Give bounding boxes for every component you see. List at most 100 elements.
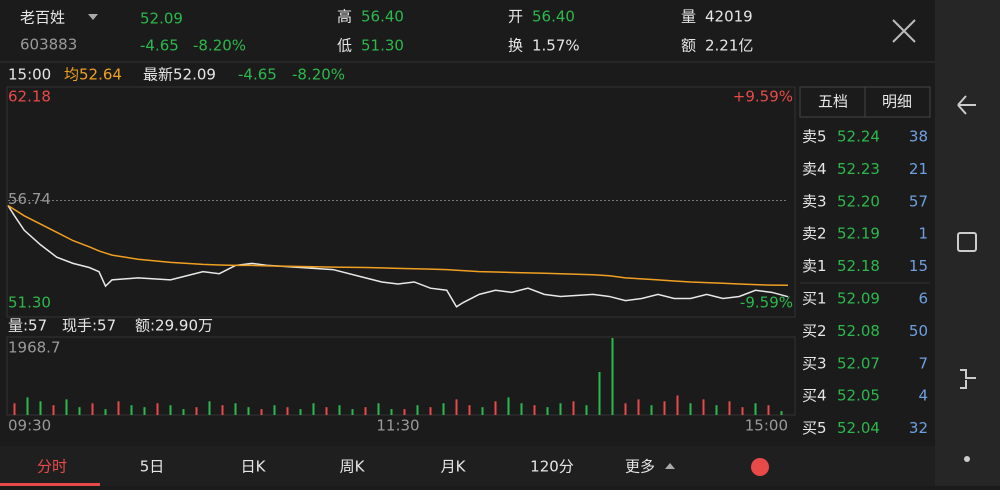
volume-bar xyxy=(481,407,484,415)
volume-bar xyxy=(299,409,302,415)
x-tick-label: 09:30 xyxy=(8,417,51,435)
volume-bar xyxy=(676,395,679,415)
back-button[interactable] xyxy=(957,95,976,115)
volume-bar xyxy=(728,401,731,415)
tab[interactable]: 月K xyxy=(441,458,467,476)
book-price: 52.24 xyxy=(837,128,880,146)
volume-bar xyxy=(286,407,289,415)
volume-bar xyxy=(403,409,406,415)
volume-bar xyxy=(169,405,172,415)
x-tick-label: 15:00 xyxy=(745,417,788,435)
volume-bar xyxy=(494,401,497,415)
book-qty: 38 xyxy=(909,128,928,146)
tab[interactable]: 分时 xyxy=(37,458,67,476)
volume-bar xyxy=(273,405,276,415)
volume-bar xyxy=(65,399,68,415)
volume-info: 现手:57 xyxy=(62,317,116,335)
tab[interactable]: 明细 xyxy=(882,93,912,111)
change-pct: -8.20% xyxy=(292,66,345,84)
tab[interactable]: 五档 xyxy=(818,93,848,111)
volume-bar xyxy=(39,401,42,415)
value: 1.57% xyxy=(532,37,580,55)
book-label: 买5 xyxy=(802,419,827,437)
nav-bar xyxy=(935,0,1000,486)
label: 换 xyxy=(508,37,523,55)
volume-info: 额:29.90万 xyxy=(135,317,213,335)
book-qty: 32 xyxy=(909,419,928,437)
tabs: 分时 5日 日K 周K 月K 120分 更多 xyxy=(0,458,655,486)
change-pct: -8.20% xyxy=(193,37,246,55)
volume-bar xyxy=(13,403,16,415)
volume-bar xyxy=(52,405,55,415)
volume-bar xyxy=(338,405,341,415)
volume-bar xyxy=(364,407,367,415)
volume-bar xyxy=(754,403,757,415)
close-button[interactable] xyxy=(892,19,916,43)
volume-bar xyxy=(377,403,380,415)
value: 56.40 xyxy=(361,8,404,26)
value: 56.40 xyxy=(532,8,575,26)
volume-bar xyxy=(455,399,458,415)
value: 51.30 xyxy=(361,37,404,55)
volume-bar xyxy=(156,403,159,415)
home-button[interactable] xyxy=(957,232,977,252)
tab[interactable]: 120分 xyxy=(530,458,574,476)
stock-name[interactable]: 老百姓 xyxy=(20,9,65,27)
volume-bar xyxy=(130,405,133,415)
tab[interactable]: 日K xyxy=(241,458,267,476)
y-tick-label: 62.18 xyxy=(8,88,51,106)
more-arrow xyxy=(665,463,675,469)
tab[interactable]: 更多 xyxy=(625,458,655,476)
book-label: 买2 xyxy=(802,322,827,340)
book-price: 52.18 xyxy=(837,257,880,275)
book-qty: 50 xyxy=(909,322,928,340)
record-button[interactable] xyxy=(751,458,769,476)
volume-bar xyxy=(195,407,198,415)
y-tick-label: 1968.7 xyxy=(8,339,61,357)
nav-dot xyxy=(964,456,970,462)
volume-bar xyxy=(598,371,601,415)
book-label: 卖3 xyxy=(802,192,827,210)
volume-bar xyxy=(715,405,718,415)
price-line xyxy=(7,204,789,287)
price-frame xyxy=(6,86,796,318)
volume-bar xyxy=(104,409,107,415)
volume-bar xyxy=(143,407,146,415)
label: 量 xyxy=(681,8,696,26)
book-label: 买3 xyxy=(802,354,827,372)
volume-bar xyxy=(585,405,588,415)
volume-bar xyxy=(611,338,614,415)
book-qty: 1 xyxy=(918,225,928,243)
book-qty: 21 xyxy=(909,160,928,178)
volume-bar xyxy=(117,401,120,415)
dropdown[interactable] xyxy=(88,14,98,20)
tab-bar xyxy=(0,446,935,486)
book-price: 52.04 xyxy=(837,419,880,437)
volume-bar xyxy=(741,407,744,415)
book-price: 52.08 xyxy=(837,322,880,340)
volume-bar xyxy=(26,397,29,415)
volume-frame xyxy=(6,336,796,416)
book-label: 卖1 xyxy=(802,257,827,275)
y-tick-label: 56.74 xyxy=(8,190,51,208)
book-label: 卖2 xyxy=(802,225,827,243)
tab[interactable]: 周K xyxy=(340,458,366,476)
label: 开 xyxy=(508,8,523,26)
book-qty: 4 xyxy=(918,387,928,405)
y-tick-label: 51.30 xyxy=(8,294,51,312)
tab[interactable]: 5日 xyxy=(140,458,165,476)
label: 额 xyxy=(681,37,696,55)
recent-button[interactable] xyxy=(960,369,976,389)
label: 低 xyxy=(337,37,352,55)
time: 15:00 xyxy=(8,66,51,84)
volume-bar xyxy=(780,411,783,415)
volume-bar xyxy=(624,403,627,415)
volume-bar xyxy=(247,407,250,415)
charts: 62.18 56.74 51.30 +9.59% -9.59% 09:30 11:30 15:… xyxy=(7,88,793,435)
volume-bar xyxy=(234,403,237,415)
volume-bar xyxy=(390,409,393,415)
volume-bar xyxy=(702,399,705,415)
volume-bar xyxy=(429,407,432,415)
stock-code: 603883 xyxy=(20,36,77,54)
volume-bar xyxy=(416,405,419,415)
